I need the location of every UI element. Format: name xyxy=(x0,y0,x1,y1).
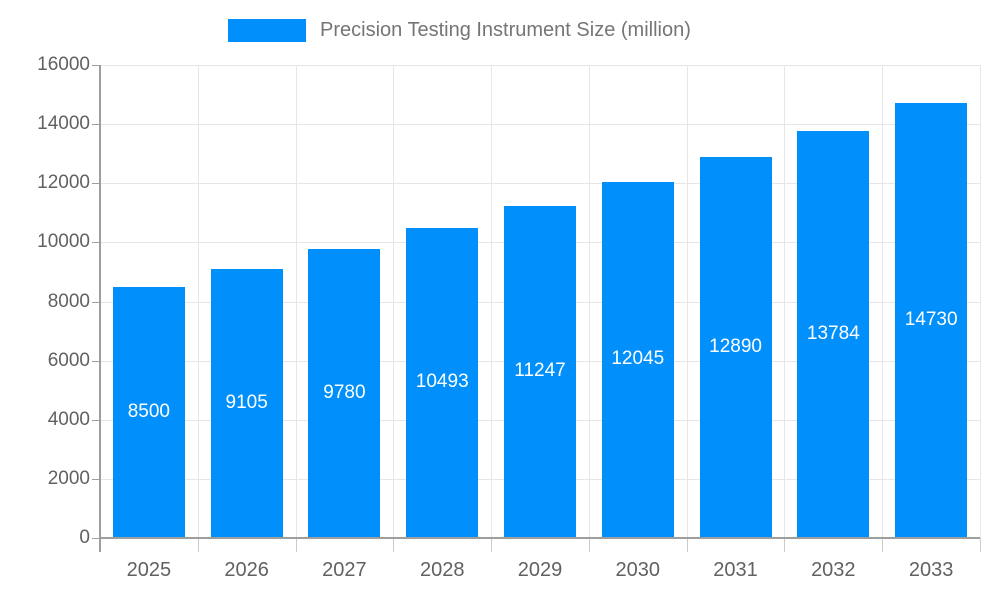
y-axis-tick-label: 10000 xyxy=(37,231,90,253)
x-axis-category-label: 2029 xyxy=(517,559,563,581)
y-axis-tick-label: 4000 xyxy=(47,408,90,430)
legend-label: Precision Testing Instrument Size (milli… xyxy=(320,19,691,41)
x-axis-tick xyxy=(980,538,981,552)
y-axis-tick-label: 8000 xyxy=(47,290,90,312)
bar-2032 xyxy=(797,130,870,537)
gridline-vertical xyxy=(980,65,981,538)
x-axis-tick xyxy=(588,538,590,552)
gridline-vertical xyxy=(393,65,395,538)
y-axis-tick-label: 2000 xyxy=(47,467,90,489)
y-axis-tick xyxy=(92,242,100,244)
x-axis-tick xyxy=(491,538,493,552)
gridline-vertical xyxy=(882,65,884,538)
y-axis-tick xyxy=(92,301,100,303)
bar-value-label: 14730 xyxy=(904,308,958,330)
gridline-vertical xyxy=(295,65,297,538)
gridline-vertical xyxy=(588,65,590,538)
bar-2030 xyxy=(601,181,674,537)
y-axis-tick-label: 0 xyxy=(79,527,90,548)
x-axis-tick xyxy=(686,538,688,552)
y-axis-tick xyxy=(92,478,100,480)
y-axis-tick xyxy=(92,360,100,362)
x-axis-tick xyxy=(393,538,395,552)
x-axis-category-label: 2026 xyxy=(224,559,269,581)
x-axis-category-label: 2031 xyxy=(713,559,758,581)
x-axis-tick xyxy=(882,538,884,552)
gridline-vertical xyxy=(784,65,786,538)
x-axis-category-label: 2027 xyxy=(322,559,367,581)
bar-value-label: 11247 xyxy=(514,360,566,382)
bar-value-label: 12045 xyxy=(611,348,665,370)
bar-value-label: 10493 xyxy=(415,371,469,393)
bar-2033 xyxy=(895,102,968,537)
y-axis-tick xyxy=(92,65,100,66)
y-axis-tick xyxy=(92,419,100,421)
bar-value-label: 12890 xyxy=(709,335,762,357)
x-axis-tick xyxy=(295,538,297,552)
bar-2028 xyxy=(406,227,479,537)
x-axis-category-label: 2030 xyxy=(615,559,661,581)
bar-2027 xyxy=(308,248,381,537)
gridline-vertical xyxy=(491,65,493,538)
y-axis-tick-label: 6000 xyxy=(47,349,90,371)
y-axis-tick-label: 16000 xyxy=(37,54,90,75)
bar-value-label: 9105 xyxy=(225,391,268,413)
bar-2025 xyxy=(112,286,185,537)
gridline-vertical xyxy=(686,65,688,538)
bar-2031 xyxy=(699,156,772,537)
bar-value-label: 8500 xyxy=(127,400,171,422)
x-axis-tick xyxy=(197,538,199,552)
x-axis-line xyxy=(100,537,980,539)
y-axis-tick xyxy=(92,538,100,539)
bar-value-label: 9780 xyxy=(323,381,366,403)
y-axis-tick xyxy=(92,183,100,185)
bar-value-label: 13784 xyxy=(806,322,860,344)
gridline-horizontal xyxy=(100,124,980,126)
x-axis-category-label: 2033 xyxy=(908,559,954,581)
x-axis-category-label: 2032 xyxy=(811,559,856,581)
x-axis-tick xyxy=(784,538,786,552)
bar-2026 xyxy=(210,268,283,537)
gridline-horizontal xyxy=(100,183,980,185)
x-axis-category-label: 2025 xyxy=(126,559,172,581)
gridline-horizontal xyxy=(100,65,980,66)
x-axis-category-label: 2028 xyxy=(419,559,465,581)
bar-2029 xyxy=(504,205,576,537)
legend-swatch-icon xyxy=(228,19,306,42)
y-axis-tick-label: 12000 xyxy=(37,172,90,194)
y-axis-line xyxy=(99,65,101,552)
y-axis-tick-label: 14000 xyxy=(37,113,90,135)
y-axis-tick xyxy=(92,124,100,126)
legend-item[interactable]: Precision Testing Instrument Size (milli… xyxy=(228,19,691,42)
gridline-vertical xyxy=(197,65,199,538)
